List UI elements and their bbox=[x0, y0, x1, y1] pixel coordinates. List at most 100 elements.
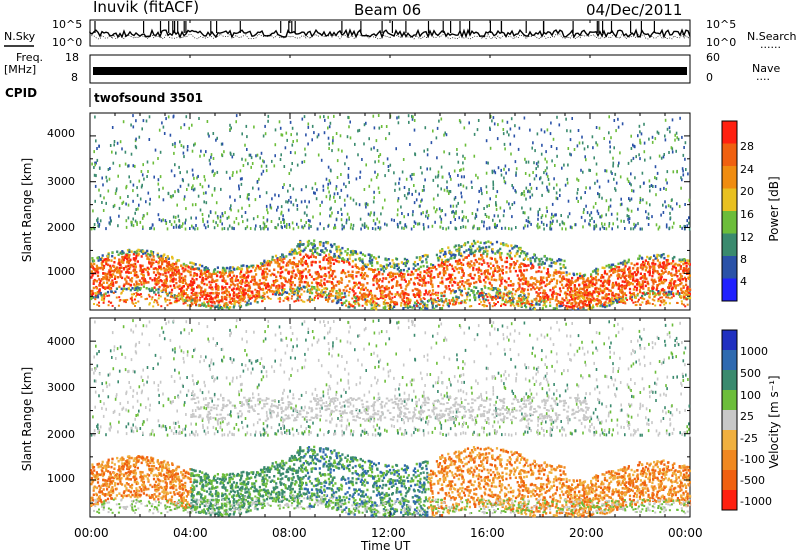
echo-cell bbox=[186, 304, 189, 307]
echo-cell bbox=[408, 120, 410, 124]
echo-cell bbox=[145, 287, 148, 290]
echo-cell bbox=[292, 140, 294, 143]
echo-cell bbox=[492, 271, 495, 275]
echo-cell bbox=[374, 170, 376, 174]
echo-cell bbox=[178, 294, 181, 297]
echo-cell bbox=[102, 299, 105, 302]
echo-cell bbox=[467, 254, 470, 257]
echo-cell bbox=[429, 293, 432, 297]
echo-cell bbox=[670, 262, 673, 265]
echo-cell bbox=[300, 299, 303, 302]
echo-cell bbox=[673, 284, 676, 288]
echo-cell bbox=[191, 303, 194, 306]
echo-cell bbox=[204, 226, 207, 230]
echo-cell bbox=[140, 250, 143, 254]
echo-cell bbox=[366, 282, 369, 285]
echo-cell bbox=[233, 291, 236, 294]
echo-cell bbox=[398, 177, 401, 181]
echo-cell bbox=[444, 252, 447, 256]
echo-cell bbox=[456, 283, 459, 286]
echo-cell bbox=[168, 263, 171, 266]
echo-cell bbox=[611, 172, 613, 175]
echo-cell bbox=[612, 301, 615, 304]
echo-cell bbox=[328, 274, 331, 277]
echo-cell bbox=[127, 276, 130, 279]
echo-cell bbox=[135, 285, 138, 288]
echo-cell bbox=[151, 296, 154, 299]
echo-cell bbox=[190, 291, 193, 295]
echo-cell bbox=[572, 272, 575, 276]
echo-cell bbox=[377, 285, 380, 288]
echo-cell bbox=[109, 266, 112, 270]
echo-cell bbox=[139, 287, 142, 290]
echo-cell bbox=[180, 264, 183, 267]
echo-cell bbox=[267, 285, 270, 288]
echo-cell bbox=[126, 249, 130, 252]
echo-cell bbox=[502, 243, 505, 246]
echo-cell bbox=[291, 291, 294, 294]
echo-cell bbox=[153, 291, 156, 294]
echo-cell bbox=[177, 214, 180, 218]
echo-cell bbox=[263, 222, 266, 226]
echo-cell bbox=[469, 274, 472, 277]
echo-cell bbox=[303, 261, 306, 264]
echo-cell bbox=[686, 289, 689, 292]
echo-cell bbox=[322, 241, 325, 245]
echo-cell bbox=[578, 276, 581, 280]
echo-cell bbox=[667, 290, 670, 294]
echo-cell bbox=[453, 256, 456, 260]
echo-cell bbox=[166, 304, 169, 307]
echo-cell bbox=[308, 273, 312, 276]
echo-cell bbox=[263, 295, 266, 298]
echo-cell bbox=[423, 302, 426, 305]
echo-cell bbox=[374, 297, 377, 300]
echo-cell bbox=[353, 284, 356, 288]
echo-cell bbox=[240, 292, 243, 294]
echo-cell bbox=[646, 255, 649, 259]
echo-cell bbox=[340, 292, 344, 295]
echo-cell bbox=[475, 280, 478, 284]
echo-cell bbox=[576, 291, 580, 294]
echo-cell bbox=[414, 269, 417, 272]
echo-cell bbox=[526, 302, 529, 305]
echo-cell bbox=[291, 250, 294, 253]
echo-cell bbox=[546, 209, 548, 213]
echo-cell bbox=[291, 261, 295, 264]
echo-cell bbox=[648, 273, 651, 277]
echo-cell bbox=[98, 222, 101, 226]
echo-cell bbox=[537, 222, 539, 226]
echo-cell bbox=[360, 288, 363, 291]
echo-cell bbox=[588, 304, 591, 307]
echo-cell bbox=[517, 297, 520, 299]
echo-cell bbox=[180, 272, 183, 276]
echo-cell bbox=[615, 296, 618, 299]
echo-cell bbox=[621, 290, 624, 294]
echo-cell bbox=[140, 272, 143, 276]
echo-cell bbox=[400, 292, 403, 295]
echo-cell bbox=[665, 178, 667, 182]
echo-cell bbox=[435, 268, 438, 271]
echo-cell bbox=[379, 264, 382, 267]
echo-cell bbox=[270, 290, 274, 293]
echo-cell bbox=[685, 298, 688, 301]
echo-cell bbox=[129, 263, 132, 267]
echo-cell bbox=[368, 184, 371, 188]
echo-cell bbox=[344, 295, 347, 298]
echo-cell bbox=[125, 275, 128, 278]
echo-cell bbox=[541, 279, 544, 282]
echo-cell bbox=[388, 271, 391, 275]
echo-cell bbox=[569, 279, 572, 283]
echo-cell bbox=[652, 271, 655, 274]
echo-cell bbox=[263, 259, 266, 263]
echo-cell bbox=[486, 296, 489, 298]
echo-cell bbox=[489, 126, 491, 130]
echo-cell bbox=[662, 266, 665, 269]
echo-cell bbox=[394, 301, 397, 304]
echo-cell bbox=[142, 274, 145, 277]
echo-cell bbox=[537, 294, 540, 298]
echo-cell bbox=[576, 279, 579, 282]
echo-cell bbox=[269, 203, 272, 207]
echo-cell bbox=[494, 252, 497, 255]
echo-cell bbox=[549, 132, 552, 136]
echo-cell bbox=[208, 272, 211, 275]
